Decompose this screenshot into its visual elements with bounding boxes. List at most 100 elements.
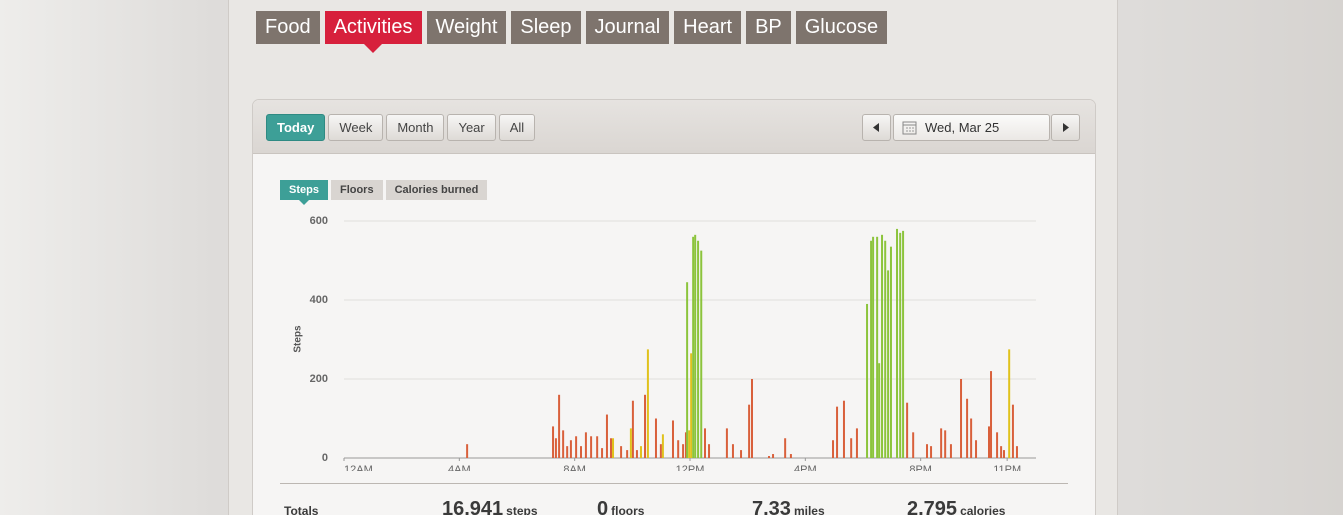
- total-item: 16,941 steps: [442, 498, 538, 515]
- nav-tab[interactable]: Food: [256, 11, 320, 44]
- y-axis-label: Steps: [293, 325, 304, 353]
- chart-tab[interactable]: Steps: [280, 180, 328, 205]
- bar: [596, 436, 599, 458]
- bar: [562, 430, 565, 458]
- totals-row: Totals 16,941 steps 0 floors 7.33 miles 2,795 c…: [284, 498, 1084, 515]
- total-item: 0 floors: [597, 498, 644, 515]
- chart-tab[interactable]: Calories burned: [385, 180, 488, 200]
- nav-tab[interactable]: Sleep: [511, 11, 581, 44]
- total-item: 7.33 miles: [752, 498, 825, 515]
- bar: [659, 444, 662, 458]
- bar: [881, 234, 884, 458]
- bar: [878, 363, 881, 458]
- calendar-icon: [902, 121, 917, 135]
- bar: [654, 418, 657, 458]
- bar: [708, 444, 711, 458]
- x-tick-label: 12PM: [676, 464, 705, 471]
- bar: [731, 444, 734, 458]
- nav-tab[interactable]: BP: [746, 11, 791, 44]
- bar: [682, 444, 685, 458]
- bar: [870, 240, 873, 458]
- bar: [690, 353, 693, 458]
- bar: [832, 440, 835, 458]
- chart: Steps 0 200 400 600 12AM 4AM 8AM 12PM 4PM 8PM 11PM: [293, 215, 1036, 471]
- x-tick-label: 8PM: [909, 464, 932, 471]
- bar: [740, 450, 743, 458]
- bar: [605, 414, 608, 458]
- bar: [1002, 450, 1005, 458]
- bar: [866, 303, 869, 458]
- bar: [784, 438, 787, 458]
- bar: [590, 436, 593, 458]
- bar: [661, 434, 664, 458]
- bar: [688, 430, 691, 458]
- bar: [620, 446, 623, 458]
- bar: [902, 230, 905, 458]
- separator: [280, 483, 1068, 484]
- bar: [966, 398, 969, 458]
- prev-day[interactable]: [862, 114, 891, 141]
- bar: [768, 456, 771, 458]
- prev-icon: [873, 123, 879, 132]
- bar: [1015, 446, 1018, 458]
- date-picker[interactable]: Wed, Mar 25: [893, 114, 1050, 141]
- bar: [884, 240, 887, 458]
- bar: [703, 428, 706, 458]
- bar: [789, 454, 792, 458]
- y-tick-label: 0: [322, 452, 328, 464]
- bar: [635, 450, 638, 458]
- bar: [671, 420, 674, 458]
- nav-tab[interactable]: Glucose: [795, 11, 888, 44]
- y-tick-label: 600: [310, 215, 328, 227]
- range-button[interactable]: All: [498, 114, 536, 141]
- bar: [930, 446, 933, 458]
- bar: [644, 394, 647, 458]
- bar: [692, 236, 695, 458]
- bar: [700, 250, 703, 458]
- next-day[interactable]: [1051, 114, 1080, 141]
- bar: [912, 432, 915, 458]
- bar: [906, 402, 909, 458]
- bar: [990, 371, 993, 458]
- bar: [896, 228, 899, 458]
- nav-tabs: Food Activities Weight Sleep Journal Heart BP G…: [256, 11, 888, 53]
- bar: [960, 379, 963, 458]
- chart-tab[interactable]: Floors: [330, 180, 383, 200]
- bar: [612, 438, 615, 458]
- bar: [609, 438, 612, 458]
- range-button[interactable]: Today: [266, 114, 326, 141]
- nav-tab[interactable]: Heart: [674, 11, 742, 44]
- bar: [876, 236, 879, 458]
- bar: [629, 428, 632, 458]
- bar: [631, 400, 634, 458]
- bar: [988, 426, 991, 458]
- nav-tab[interactable]: Activities: [324, 11, 422, 53]
- total-unit: floors: [611, 504, 645, 515]
- bar: [970, 418, 973, 458]
- activity-card: Today Week Month Year All Wed, Mar 25 Steps F…: [252, 99, 1096, 515]
- bar: [944, 430, 947, 458]
- date-text: Wed, Mar 25: [925, 120, 1000, 135]
- nav-tab[interactable]: Weight: [426, 11, 507, 44]
- bar: [684, 432, 687, 458]
- range-button[interactable]: Week: [328, 114, 384, 141]
- total-value: 16,941: [442, 498, 504, 515]
- bar: [575, 436, 578, 458]
- bar: [1011, 404, 1014, 458]
- total-value: 7.33: [752, 498, 791, 515]
- range-button[interactable]: Month: [386, 114, 445, 141]
- bar: [996, 432, 999, 458]
- bar: [554, 438, 557, 458]
- total-item: 2,795 calories: [907, 498, 1005, 515]
- bar: [566, 446, 569, 458]
- bar: [836, 406, 839, 458]
- bar: [697, 240, 700, 458]
- bar: [1000, 446, 1003, 458]
- total-value: 2,795: [907, 498, 958, 515]
- range-button[interactable]: Year: [447, 114, 496, 141]
- bar: [772, 454, 775, 458]
- bar: [889, 246, 892, 458]
- bar: [580, 446, 583, 458]
- nav-tab[interactable]: Journal: [585, 11, 670, 44]
